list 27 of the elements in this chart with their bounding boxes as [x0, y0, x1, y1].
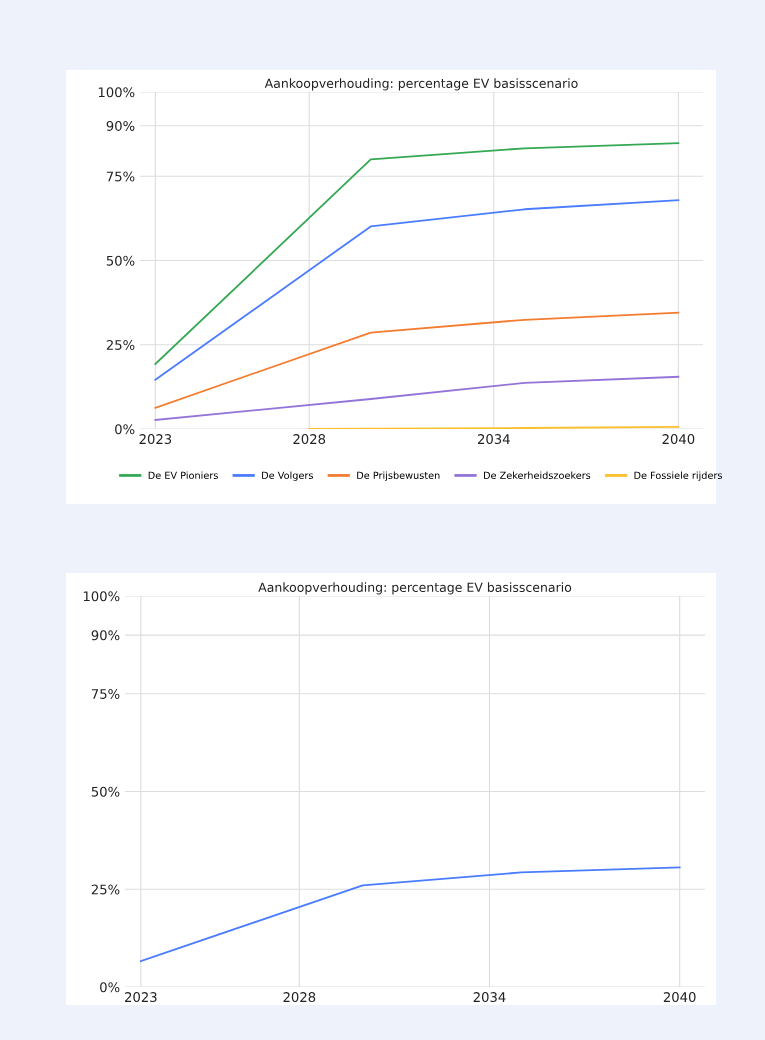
y-tick-label: 100% [83, 591, 120, 602]
y-tick-label: 50% [106, 255, 135, 266]
x-tick-label: 2023 [125, 992, 157, 1003]
x-tick-label: 2040 [663, 992, 696, 1003]
x-tick-label: 2023 [139, 434, 172, 445]
y-tick-label: 25% [91, 884, 120, 895]
x-tick-label: 2034 [473, 992, 506, 1003]
y-tick-label: 50% [91, 786, 120, 797]
x-tick-label: 2040 [662, 434, 695, 445]
y-tick-label: 90% [91, 630, 120, 641]
legend-label: De Fossiele rijders [634, 471, 723, 481]
legend-label: De EV Pioniers [148, 471, 218, 479]
y-tick-label: 75% [106, 171, 135, 182]
chart-title: Aankoopverhouding: percentage EV basisscenario [258, 582, 572, 595]
y-tick-label: 25% [106, 339, 135, 350]
y-tick-label: 90% [106, 120, 135, 131]
x-tick-label: 2028 [283, 992, 316, 1003]
legend-label: De Zekerheidszoekers [483, 471, 591, 479]
y-tick-label: 0% [115, 424, 135, 435]
y-tick-label: 0% [100, 982, 120, 993]
legend-label: De Volgers [262, 471, 313, 481]
legend-label: De Prijsbewusten [357, 471, 440, 481]
y-tick-label: 100% [98, 87, 135, 98]
y-tick-label: 75% [91, 688, 120, 699]
x-tick-label: 2034 [477, 434, 510, 445]
x-tick-label: 2028 [293, 434, 326, 445]
chart-title: Aankoopverhouding: percentage EV basisscenario [264, 78, 578, 91]
